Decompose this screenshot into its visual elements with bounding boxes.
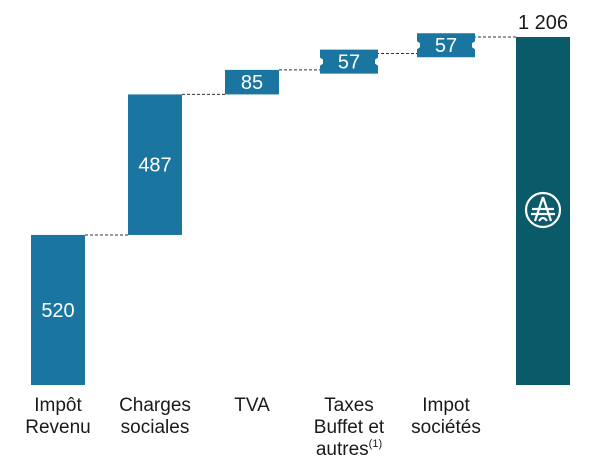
category-label-3: Taxes Buffet et autres(1) [314,395,385,460]
bar-5 [516,37,570,385]
bars [31,33,570,385]
total-icon-layer [524,191,562,229]
value-label-2: 85 [241,72,263,94]
bar-3 [320,49,378,74]
bar-2 [225,69,279,95]
category-label-1: Charges sociales [119,395,191,438]
tour-eiffel-icon [524,191,562,229]
bar-1 [128,94,182,235]
value-labels: 520 487 85 57 57 1 206 [41,12,568,322]
category-label-4: Impot sociétés [411,395,481,438]
category-label-2: TVA [234,395,270,416]
value-label-1: 487 [138,155,171,177]
category-label-0: Impôt Revenu [25,395,91,438]
value-label-3: 57 [338,52,360,74]
connector-lines [85,36,516,236]
bar-4 [417,33,475,58]
value-label-0: 520 [41,300,74,322]
value-label-5: 1 206 [518,12,568,34]
value-label-4: 57 [435,35,457,57]
category-labels: Impôt Revenu Charges sociales TVA Taxes Buffet… [25,395,481,460]
bar-0 [31,234,85,385]
